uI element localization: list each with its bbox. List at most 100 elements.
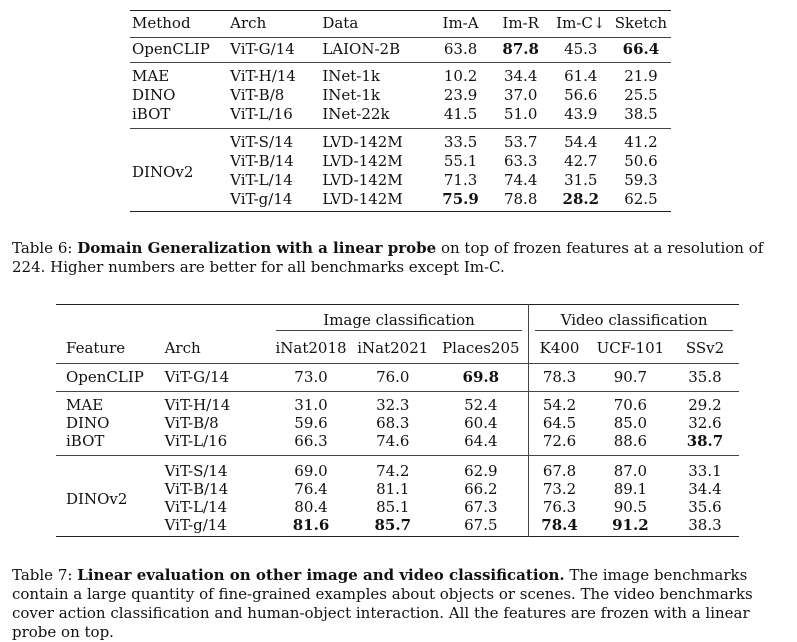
col-header-ucf101: UCF-101 — [596, 339, 665, 357]
inat2018-cell: 73.0 — [269, 363, 353, 392]
data-cell: LVD-142M — [322, 128, 431, 152]
feature-cell: iBOT — [66, 432, 105, 450]
inat2021-cell: 32.3 — [352, 391, 434, 414]
arch-cell: ViT-G/14 — [230, 37, 323, 63]
sketch-cell: 21.9 — [610, 62, 671, 86]
sketch-cell: 41.2 — [610, 128, 671, 152]
inat2021-cell: 74.2 — [352, 455, 434, 480]
table-row: OpenCLIP ViT-G/14 LAION-2B 63.8 87.8 45.… — [130, 37, 671, 63]
im-c-cell: 54.4 — [550, 128, 611, 152]
table-row: ViT-L/14 LVD-142M 71.3 74.4 31.5 59.3 — [130, 171, 671, 190]
ssv2-cell: 38.3 — [688, 516, 722, 534]
data-cell: INet-1k — [322, 86, 380, 104]
places205-cell: 62.9 — [433, 455, 529, 480]
inat2021-cell: 68.3 — [376, 414, 410, 432]
arch-cell: ViT-L/16 — [230, 105, 293, 123]
table-7-caption: Table 7: Linear evaluation on other imag… — [12, 566, 792, 642]
im-c-cell: 45.3 — [550, 37, 611, 63]
table-6-caption: Table 6: Domain Generalization with a li… — [12, 239, 792, 277]
col-header-im-a: Im-A — [442, 14, 479, 32]
im-a-cell: 23.9 — [443, 86, 478, 104]
table-row: DINOv2 ViT-S/14 LVD-142M 33.5 53.7 54.4 … — [130, 128, 671, 212]
arch-cell: ViT-H/14 — [230, 62, 323, 86]
sketch-cell: 50.6 — [624, 152, 658, 170]
im-r-cell: 78.8 — [503, 190, 538, 208]
table-row: DINOv2 ViT-S/14 69.0 74.2 62.9 67.8 87.0… — [56, 455, 739, 537]
places205-cell: 64.4 — [464, 432, 498, 450]
data-cell: INet-22k — [322, 105, 390, 123]
k400-cell-best: 78.4 — [528, 516, 590, 537]
method-cell: OpenCLIP — [130, 37, 231, 63]
ucf101-cell: 85.0 — [613, 414, 648, 432]
im-r-cell: 74.4 — [503, 171, 538, 189]
col-header-places205: Places205 — [442, 339, 520, 357]
im-a-cell: 63.8 — [430, 37, 491, 63]
data-cell: LAION-2B — [322, 37, 431, 63]
ssv2-cell: 35.8 — [670, 363, 739, 392]
feature-cell: OpenCLIP — [56, 363, 165, 392]
inat2021-cell: 76.0 — [352, 363, 434, 392]
im-c-cell: 56.6 — [564, 86, 598, 104]
inat2018-cell-best: 81.6 — [292, 516, 330, 534]
arch-cell: ViT-S/14 — [164, 455, 270, 480]
places205-cell: 66.2 — [464, 480, 498, 498]
inat2021-cell: 85.1 — [376, 498, 410, 516]
im-a-cell: 41.5 — [443, 105, 478, 123]
table-row: DINO ViT-B/8 INet-1k 23.9 37.0 56.6 25.5 — [130, 86, 671, 105]
im-r-cell: 34.4 — [490, 62, 551, 86]
sketch-cell: 62.5 — [624, 190, 658, 208]
arch-cell: ViT-B/8 — [164, 414, 219, 432]
arch-cell: ViT-g/14 — [164, 516, 227, 534]
table-header-row: Feature Arch iNat2018 iNat2021 Places205… — [56, 331, 739, 364]
inat2018-cell: 76.4 — [294, 480, 328, 498]
table-row: ViT-g/14 LVD-142M 75.9 78.8 28.2 62.5 — [130, 190, 671, 212]
caption-bold-title: Domain Generalization with a linear prob… — [77, 239, 437, 257]
feature-cell: DINO — [66, 414, 110, 432]
inat2018-cell: 80.4 — [294, 498, 328, 516]
im-a-cell: 71.3 — [443, 171, 478, 189]
method-cell-dinov2: DINOv2 — [130, 128, 231, 212]
table-7: Image classification Video classificatio… — [56, 304, 739, 537]
method-cell: MAE — [130, 62, 231, 86]
method-cell: DINO — [132, 86, 176, 104]
col-header-data: Data — [322, 14, 359, 32]
places205-cell-best: 69.8 — [433, 363, 529, 392]
arch-cell: ViT-B/8 — [230, 86, 285, 104]
arch-cell: ViT-G/14 — [164, 363, 270, 392]
places205-cell: 67.3 — [464, 498, 498, 516]
data-cell: LVD-142M — [322, 171, 403, 189]
inat2018-cell: 66.3 — [294, 432, 328, 450]
caption-label: Table 6: — [12, 239, 78, 257]
col-header-arch: Arch — [230, 14, 267, 32]
group-header-row: Image classification Video classificatio… — [56, 304, 739, 331]
ucf101-cell: 70.6 — [589, 391, 671, 414]
sketch-cell-best: 66.4 — [610, 37, 671, 63]
ssv2-cell-best: 38.7 — [686, 432, 724, 450]
im-r-cell: 37.0 — [503, 86, 538, 104]
im-r-cell: 51.0 — [503, 105, 538, 123]
arch-cell: ViT-B/14 — [230, 152, 294, 170]
inat2018-cell: 69.0 — [269, 455, 353, 480]
im-a-cell-best: 75.9 — [442, 190, 479, 208]
ssv2-cell: 35.6 — [688, 498, 722, 516]
table-row: OpenCLIP ViT-G/14 73.0 76.0 69.8 78.3 90… — [56, 363, 739, 392]
col-header-im-r: Im-R — [502, 14, 539, 32]
arch-cell: ViT-H/14 — [164, 391, 270, 414]
table-header-row: Method Arch Data Im-A Im-R Im-C↓ Sketch — [130, 11, 671, 38]
table-row: MAE ViT-H/14 31.0 32.3 52.4 54.2 70.6 29… — [56, 391, 739, 414]
im-a-cell: 55.1 — [443, 152, 478, 170]
ssv2-cell: 34.4 — [688, 480, 722, 498]
inat2021-cell-best: 85.7 — [374, 516, 412, 534]
ucf101-cell: 88.6 — [613, 432, 648, 450]
ucf101-cell: 90.5 — [613, 498, 648, 516]
data-cell: LVD-142M — [322, 190, 403, 208]
sketch-cell: 38.5 — [624, 105, 658, 123]
k400-cell: 72.6 — [528, 432, 590, 456]
k400-cell: 78.3 — [528, 363, 590, 392]
col-header-inat2021: iNat2021 — [357, 339, 429, 357]
feature-cell-dinov2: DINOv2 — [56, 455, 165, 537]
sketch-cell: 59.3 — [624, 171, 658, 189]
group-header-video-classification: Video classification — [528, 304, 739, 331]
im-c-cell: 43.9 — [564, 105, 598, 123]
places205-cell: 52.4 — [433, 391, 529, 414]
